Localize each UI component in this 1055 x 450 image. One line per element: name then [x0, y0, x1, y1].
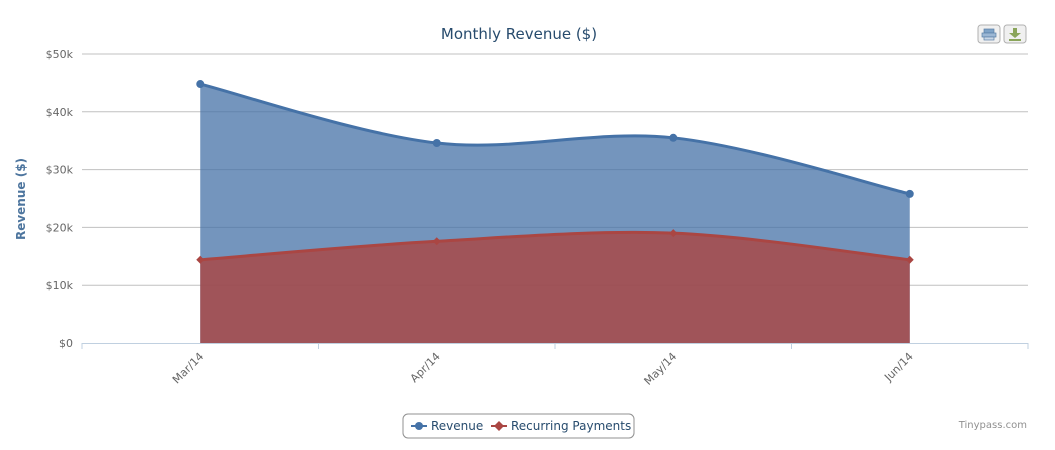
x-tick-label: Apr/14: [408, 350, 443, 385]
legend-label-revenue: Revenue: [431, 419, 483, 433]
data-point[interactable]: [432, 237, 441, 246]
legend-label-recurring-payments: Recurring Payments: [511, 419, 631, 433]
series-layer: [196, 80, 914, 343]
series-line: [199, 82, 911, 196]
data-point[interactable]: [905, 255, 914, 264]
data-point[interactable]: [432, 139, 441, 148]
download-icon: [1009, 28, 1021, 41]
chart-title: Monthly Revenue ($): [441, 25, 597, 43]
y-tick-label: $40k: [46, 106, 74, 119]
credits-link[interactable]: Tinypass.com: [958, 420, 1027, 431]
y-tick-label: $10k: [46, 279, 74, 292]
x-tick-label: Mar/14: [170, 350, 206, 386]
export-button[interactable]: [1003, 24, 1027, 44]
data-point[interactable]: [905, 189, 914, 198]
y-tick-label: $0: [59, 337, 73, 350]
data-point[interactable]: [196, 80, 205, 89]
legend-item-revenue[interactable]: Revenue: [411, 419, 483, 433]
x-axis: Mar/14 Apr/14 May/14 Jun/14: [81, 343, 1029, 388]
y-axis: $0 $10k $20k $30k $40k $50k: [46, 48, 74, 350]
data-point[interactable]: [196, 255, 205, 264]
legend-marker-circle-icon: [415, 422, 423, 430]
legend-item-recurring-payments[interactable]: Recurring Payments: [491, 419, 631, 433]
series-line: [200, 230, 910, 262]
legend-marker-diamond-icon: [494, 421, 504, 431]
legend: Revenue Recurring Payments: [402, 413, 635, 439]
y-axis-label: Revenue ($): [14, 158, 28, 240]
data-point[interactable]: [669, 229, 678, 238]
print-button[interactable]: [977, 24, 1001, 44]
area-fill: [200, 232, 910, 343]
y-tick-label: $20k: [46, 221, 74, 234]
x-tick-label: May/14: [642, 350, 680, 388]
series-recurring-payments: [196, 229, 914, 343]
x-tick-label: Jun/14: [881, 350, 916, 385]
print-icon: [981, 28, 997, 41]
y-tick-label: $50k: [46, 48, 74, 61]
data-point[interactable]: [669, 133, 678, 142]
y-tick-label: $30k: [46, 164, 74, 177]
